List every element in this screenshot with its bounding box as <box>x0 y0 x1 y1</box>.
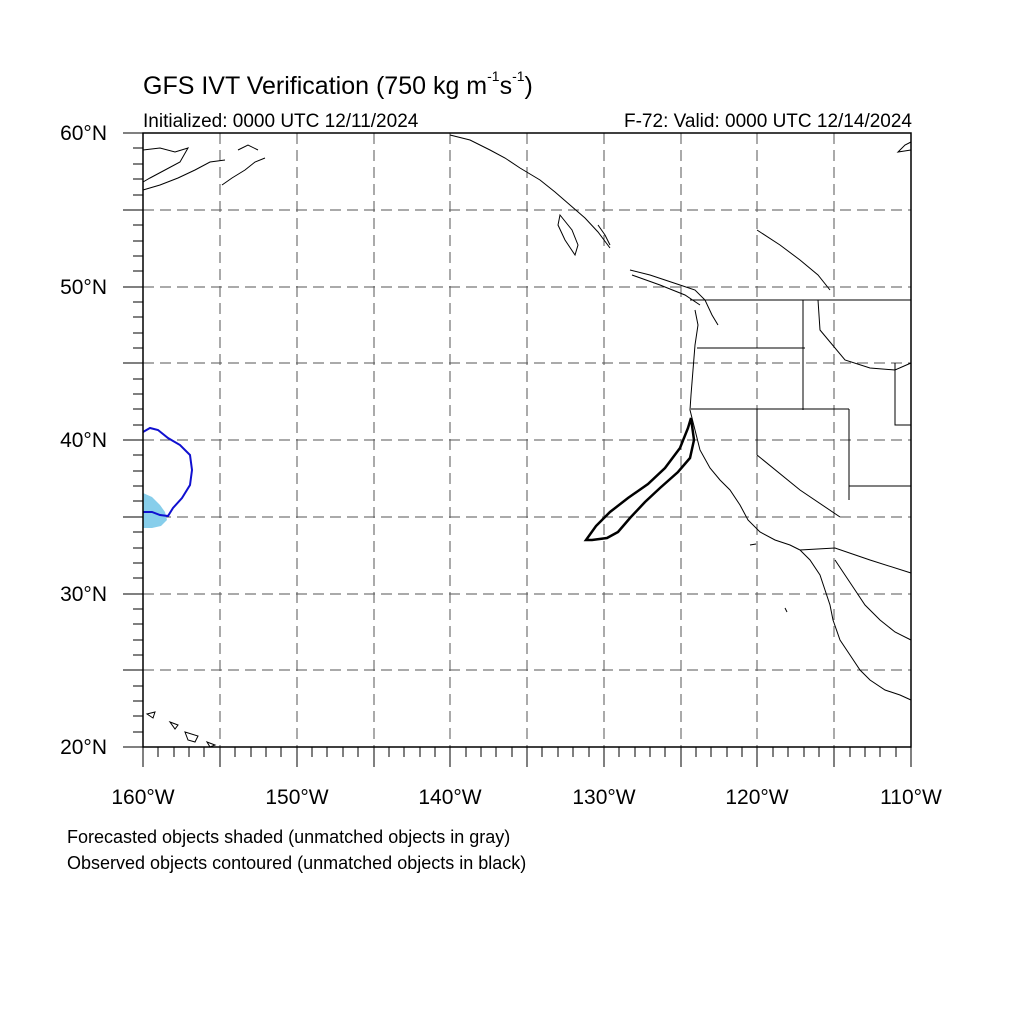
lon-label-140w: 140°W <box>418 786 481 809</box>
forecast-object-matched <box>143 493 167 528</box>
lat-label-30: 30°N <box>60 583 107 606</box>
observed-object-unmatched <box>583 417 696 542</box>
lat-labels: 60°N 50°N 40°N 30°N 20°N <box>60 122 107 759</box>
lon-label-130w: 130°W <box>572 786 635 809</box>
legend-note-forecast: Forecasted objects shaded (unmatched obj… <box>67 827 511 847</box>
tick-marks <box>123 132 912 767</box>
initialized-time: Initialized: 0000 UTC 12/11/2024 <box>143 111 419 132</box>
lat-label-60: 60°N <box>60 122 107 145</box>
lon-label-110w: 110°W <box>880 786 942 809</box>
lat-label-50: 50°N <box>60 276 107 299</box>
lon-label-160w: 160°W <box>111 786 174 809</box>
lat-label-40: 40°N <box>60 429 107 452</box>
valid-time: F-72: Valid: 0000 UTC 12/14/2024 <box>624 111 912 132</box>
lon-labels: 160°W 150°W 140°W 130°W 120°W 110°W <box>111 786 942 809</box>
observed-object-matched <box>142 426 194 518</box>
gridlines <box>143 133 911 747</box>
legend-note-observed: Observed objects contoured (unmatched ob… <box>67 853 527 873</box>
lon-label-150w: 150°W <box>265 786 328 809</box>
coastlines <box>142 134 912 748</box>
lat-label-20: 20°N <box>60 736 107 759</box>
chart-title: GFS IVT Verification (750 kg m-1s-1) <box>143 68 533 100</box>
lon-label-120w: 120°W <box>725 786 788 809</box>
